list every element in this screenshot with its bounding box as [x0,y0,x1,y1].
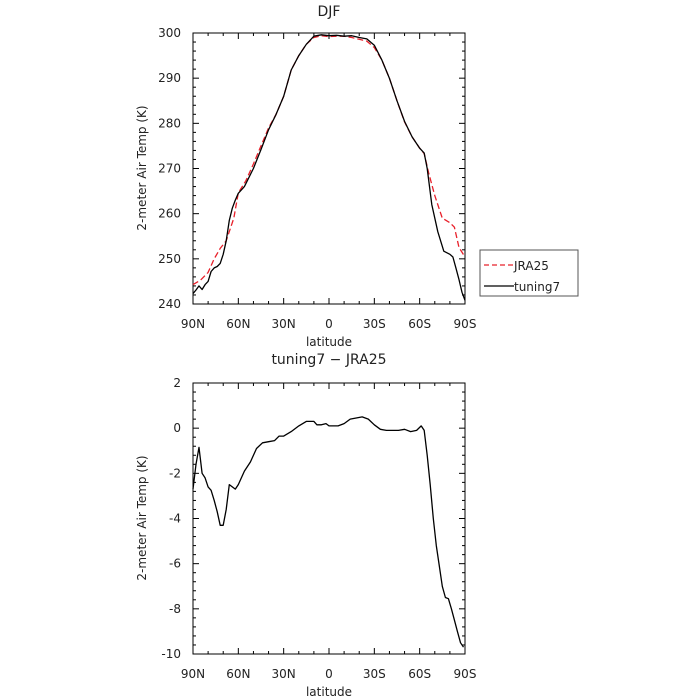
series-line-difference-0 [192,416,465,648]
y-tick-label: 260 [158,207,181,221]
series-line-tuning7 [192,34,466,301]
panel-title: tuning7 − JRA25 [271,352,386,368]
x-tick-label: 60S [408,667,431,681]
y-tick-label: 290 [158,71,181,85]
y-tick-label: 250 [158,252,181,266]
panel-title: DJF [318,4,341,20]
axis-ticks: 90N 60N 30N 0 30S 60S 90S 240 250 260 270 280 290 300 [158,26,476,331]
y-axis-label: 2-meter Air Temp (K) [135,455,149,580]
legend-box [479,249,579,297]
series-layer [192,34,466,301]
x-axis-label: latitude [306,335,352,349]
series-line-jra25 [192,35,466,286]
x-axis-label: latitude [306,685,352,699]
legend: JRA25 tuning7 [479,249,579,297]
y-tick-label: -2 [169,466,181,480]
x-tick-label: 30S [363,667,386,681]
y-tick-label: 270 [158,162,181,176]
x-tick-label: 30N [272,317,296,331]
x-tick-label: 30S [363,317,386,331]
x-tick-label: 60S [408,317,431,331]
y-tick-label: 240 [158,297,181,311]
x-tick-label: 0 [325,317,333,331]
x-tick-label: 90N [181,317,205,331]
x-tick-label: 90S [454,667,477,681]
axis-ticks: 90N 60N 30N 0 30S 60S 90S 2 0 -2 -4 -6 -8 -10 [161,376,476,681]
djf-temperature-panel: DJF 2-meter Air Temp (K) latitude 90N 60N… [135,4,476,349]
x-tick-label: 0 [325,667,333,681]
difference-panel: tuning7 − JRA25 2-meter Air Temp (K) lat… [135,352,476,699]
legend-label-tuning7: tuning7 [514,280,560,294]
y-tick-label: -6 [169,557,181,571]
x-tick-label: 90N [181,667,205,681]
y-tick-label: -10 [161,647,181,661]
plot-frame [192,32,466,305]
plot-frame [192,382,466,655]
x-tick-label: 60N [226,317,250,331]
x-tick-label: 90S [454,317,477,331]
y-axis-label: 2-meter Air Temp (K) [135,105,149,230]
y-tick-label: -4 [169,512,181,526]
y-tick-label: 280 [158,116,181,130]
legend-label-jra25: JRA25 [513,259,549,273]
y-tick-label: -8 [169,602,181,616]
x-tick-label: 30N [272,667,296,681]
x-tick-label: 60N [226,667,250,681]
y-tick-label: 0 [173,421,181,435]
series-layer [192,416,465,648]
y-tick-label: 300 [158,26,181,40]
y-tick-label: 2 [173,376,181,390]
